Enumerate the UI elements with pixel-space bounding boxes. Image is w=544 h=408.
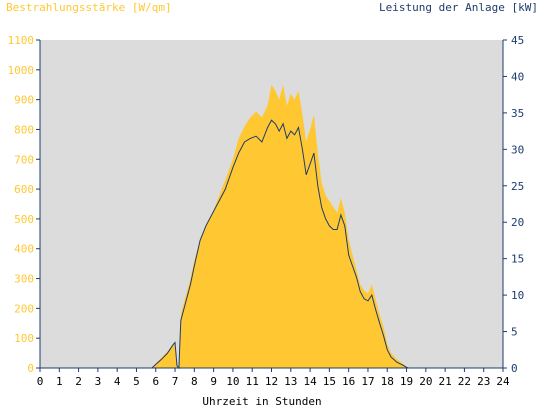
x-tick-label: 1 [56, 375, 63, 388]
right-tick-label: 35 [511, 107, 524, 120]
x-tick-label: 2 [75, 375, 82, 388]
right-tick-label: 5 [511, 326, 518, 339]
x-tick-label: 24 [496, 375, 510, 388]
left-tick-labels: 0 100 200 300 400 500 600 700 800 900 1000 1100 [8, 34, 40, 375]
x-tick-label: 18 [381, 375, 394, 388]
x-axis-title: Uhrzeit in Stunden [202, 395, 321, 408]
right-tick-label: 45 [511, 34, 524, 47]
x-tick-label: 5 [133, 375, 140, 388]
x-tick-label: 19 [400, 375, 413, 388]
power-line [40, 119, 503, 370]
right-tick-label: 40 [511, 70, 524, 83]
x-tick-label: 14 [303, 375, 317, 388]
left-tick-label: 300 [14, 273, 34, 286]
right-tick-label: 0 [511, 362, 518, 375]
x-tick-label: 22 [458, 375, 471, 388]
right-tick-labels: 0 5 10 15 20 25 30 35 40 45 [503, 34, 524, 375]
power-line-group [40, 119, 503, 370]
x-tick-label: 20 [419, 375, 432, 388]
right-axis-title: Leistung der Anlage [kW] [379, 1, 538, 14]
left-tick-label: 600 [14, 183, 34, 196]
left-tick-label: 800 [14, 123, 34, 136]
left-tick-label: 700 [14, 153, 34, 166]
x-tick-label: 6 [152, 375, 159, 388]
x-tick-label: 13 [284, 375, 297, 388]
x-tick-label: 12 [265, 375, 278, 388]
x-tick-label: 4 [114, 375, 121, 388]
right-tick-label: 10 [511, 289, 524, 302]
x-tick-label: 8 [191, 375, 198, 388]
x-tick-label: 15 [323, 375, 336, 388]
x-tick-label: 3 [95, 375, 102, 388]
left-tick-label: 1000 [8, 64, 35, 77]
x-tick-label: 23 [477, 375, 490, 388]
right-tick-label: 30 [511, 143, 524, 156]
x-tick-label: 7 [172, 375, 179, 388]
right-tick-label: 25 [511, 180, 524, 193]
left-tick-label: 200 [14, 302, 34, 315]
left-tick-label: 900 [14, 94, 34, 107]
irradiance-area [40, 84, 503, 368]
irradiance-area-group [40, 84, 503, 368]
x-tick-label: 11 [246, 375, 259, 388]
left-tick-label: 0 [27, 362, 34, 375]
x-tick-label: 21 [439, 375, 452, 388]
x-tick-label: 16 [342, 375, 355, 388]
x-tick-label: 10 [226, 375, 239, 388]
x-tick-label: 9 [210, 375, 217, 388]
left-tick-label: 500 [14, 213, 34, 226]
left-tick-label: 400 [14, 243, 34, 256]
right-tick-label: 20 [511, 216, 524, 229]
x-tick-label: 0 [37, 375, 44, 388]
x-tick-labels: 0 1 2 3 4 5 6 7 8 9 10 11 12 13 14 15 16 17 18 19 20 21 22 23 24 [37, 368, 510, 388]
x-tick-label: 17 [361, 375, 374, 388]
left-axis-title: Bestrahlungsstärke [W/qm] [6, 1, 172, 14]
left-tick-label: 100 [14, 332, 34, 345]
left-tick-label: 1100 [8, 34, 35, 47]
right-tick-label: 15 [511, 253, 524, 266]
